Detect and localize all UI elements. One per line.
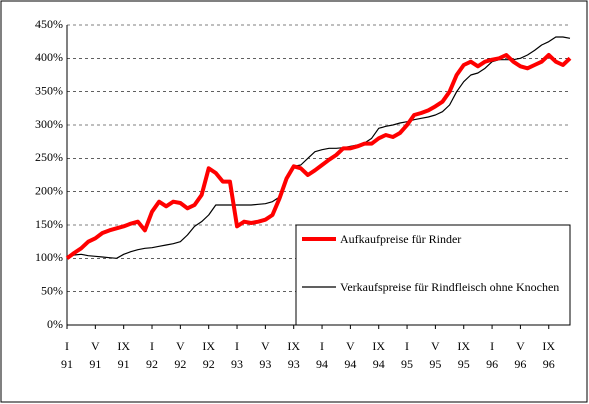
y-tick-label: 150% [35,217,63,231]
series-line [66,36,571,259]
legend-label-box: Aufkaufpreise für Rinder [340,232,462,246]
legend-label: Aufkaufpreise für Rinder [340,232,462,246]
y-tick-label: 450% [35,17,63,31]
legend-label: Verkaufspreise für Rindfleisch ohne Knoc… [340,280,560,294]
y-tick-label: 50% [41,283,63,297]
y-tick-label: 400% [35,50,63,64]
y-tick-label: 0% [47,317,63,331]
x-tick-label: V 93 [259,339,272,371]
y-tick-label: 350% [35,83,63,97]
y-tick-label: 250% [35,150,63,164]
x-tick-label: IX 96 [542,339,556,371]
x-tick-label: I 94 [316,339,329,371]
x-tick-label: IX 92 [202,339,216,371]
x-tick-label: I 91 [61,339,73,371]
y-tick-label: 100% [35,250,63,264]
x-tick-label: IX 94 [372,339,386,371]
x-tick-label: I 96 [486,339,499,371]
x-tick-label: V 95 [429,339,442,371]
x-tick-label: IX 91 [117,339,130,371]
x-tick-label: V 96 [514,339,527,371]
legend-label-box: Verkaufspreise für Rindfleisch ohne Knoc… [340,280,560,294]
legend-box [295,224,571,326]
x-tick-label: I 95 [401,339,414,371]
x-tick-label: IX 95 [457,339,471,371]
y-tick-label: 300% [35,117,63,131]
x-tick-label: V 94 [344,339,357,371]
legend: Aufkaufpreise für Rinder Verkaufspreise f… [295,224,571,326]
x-tick-label: I 92 [146,339,158,371]
y-tick-label: 200% [35,183,63,197]
x-tick-label: V 91 [89,339,102,371]
x-tick-label: IX 93 [287,339,301,371]
series-line [65,53,572,260]
x-tick-label: I 93 [231,339,244,371]
x-tick-label: V 92 [174,339,187,371]
